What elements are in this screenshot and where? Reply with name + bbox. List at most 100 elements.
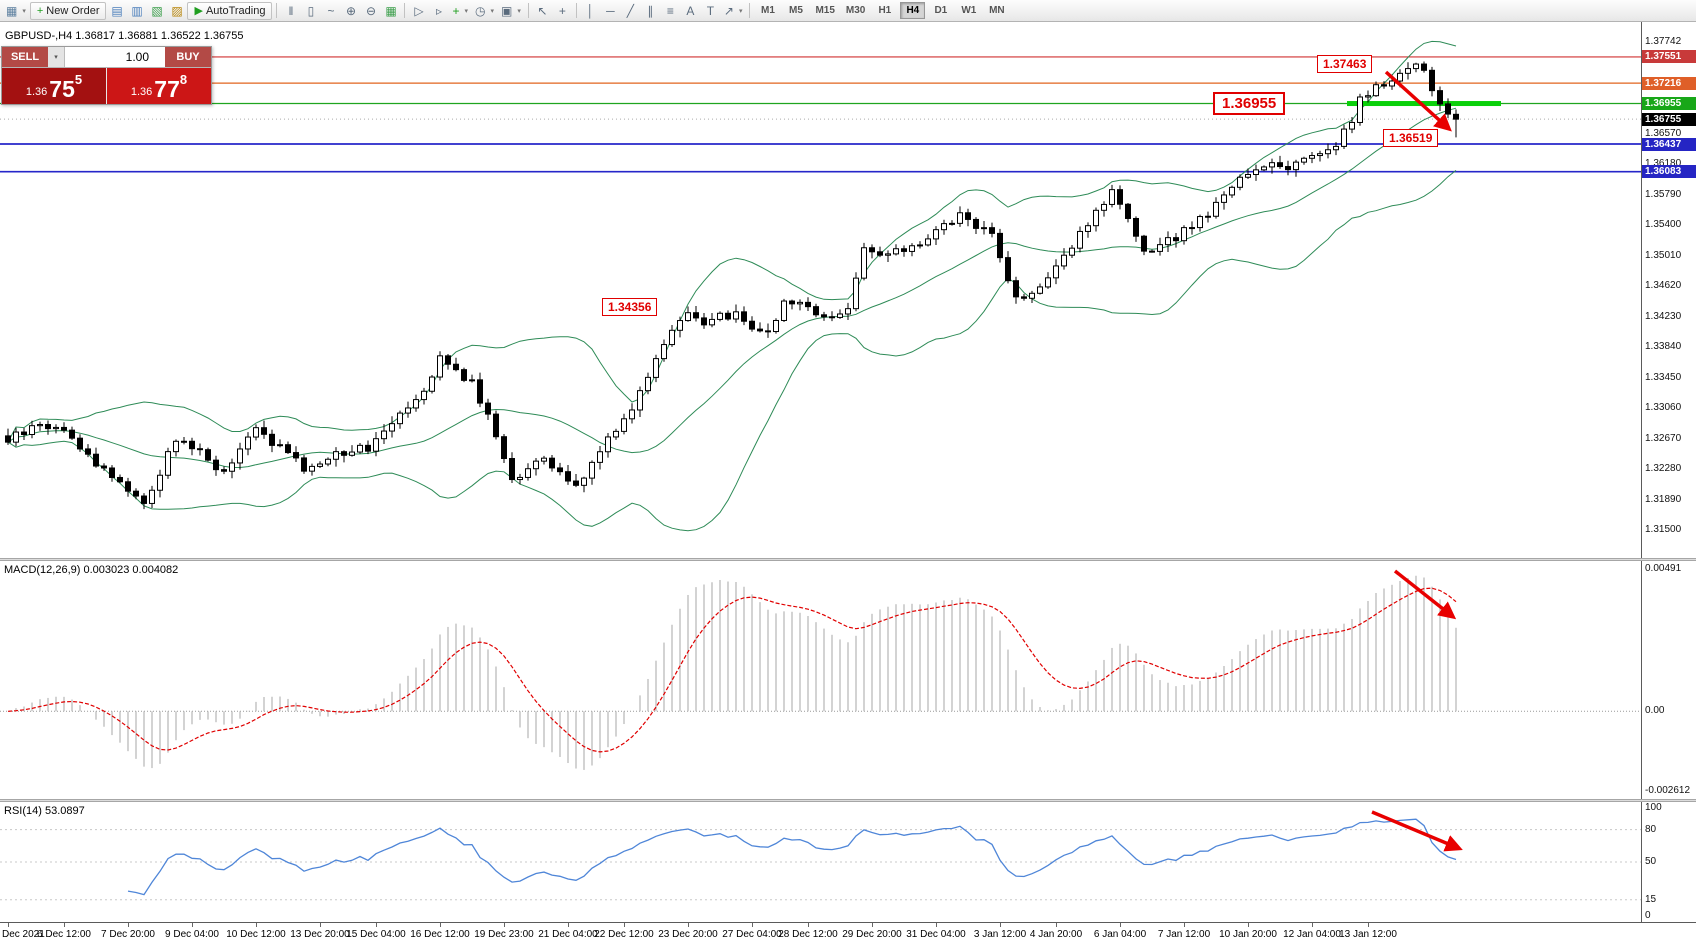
- price-annotation[interactable]: 1.34356: [602, 298, 658, 316]
- one-click-trading-panel: SELL ▾ BUY 1.36 75 5 1.36 77 8: [1, 46, 212, 105]
- cursor-button[interactable]: ↖: [533, 2, 552, 20]
- bollinger-lower-band: [7, 170, 1457, 532]
- time-axis-label: 3 Jan 12:00: [973, 929, 1027, 940]
- horizontal-line-button[interactable]: ─: [601, 2, 620, 20]
- timeframe-m30[interactable]: M30: [845, 5, 866, 16]
- price-tick-label: 1.33840: [1645, 341, 1682, 353]
- timeframe-h1[interactable]: H1: [878, 5, 892, 16]
- macd-scale-label: -0.002612: [1645, 785, 1691, 796]
- time-tick: [1056, 923, 1057, 927]
- time-axis-label: 7 Dec 20:00: [101, 929, 155, 940]
- time-tick: [8, 923, 9, 927]
- time-tick: [256, 923, 257, 927]
- trendline-icon: ╱: [626, 3, 634, 18]
- time-tick: [440, 923, 441, 927]
- navigator-button[interactable]: ▨: [167, 2, 186, 20]
- rsi-label: RSI(14) 53.0897: [4, 805, 85, 817]
- line-chart-button[interactable]: ~: [321, 2, 340, 20]
- time-tick: [128, 923, 129, 927]
- text-button[interactable]: A: [681, 2, 700, 20]
- support-zone-bar[interactable]: [1347, 101, 1501, 107]
- price-annotation[interactable]: 1.36519: [1383, 129, 1439, 147]
- zoom-in-button[interactable]: ⊕: [341, 2, 360, 20]
- profiles-button[interactable]: ▥: [127, 2, 146, 20]
- panel-splitter[interactable]: [0, 799, 1696, 802]
- vertical-line-icon: │: [586, 3, 595, 18]
- market-watch-button[interactable]: ▧: [147, 2, 166, 20]
- red-down-arrow[interactable]: [1371, 810, 1463, 852]
- time-axis-label: 15 Dec 04:00: [346, 929, 406, 940]
- time-axis-label: 7 Jan 12:00: [1157, 929, 1211, 940]
- timeframe-m5[interactable]: M5: [789, 5, 803, 16]
- time-tick: [1184, 923, 1185, 927]
- rsi-line: [127, 818, 1457, 896]
- time-tick: [1248, 923, 1249, 927]
- rsi-indicator-panel[interactable]: [0, 802, 1641, 922]
- timeframe-m15[interactable]: M15: [815, 5, 835, 16]
- time-axis-label: 6 Dec 12:00: [37, 929, 91, 940]
- price-tick-label: 1.34230: [1645, 310, 1682, 322]
- templates-dropdown-icon: ▾: [517, 7, 521, 15]
- new-chart-dropdown-icon: ▾: [22, 7, 26, 15]
- crosshair-button[interactable]: +: [553, 2, 572, 20]
- order-type-dropdown-icon[interactable]: ▾: [48, 47, 65, 67]
- price-chart[interactable]: [0, 22, 1641, 558]
- buy-price-main: 77: [154, 76, 180, 102]
- timeframe-mn[interactable]: MN: [989, 5, 1005, 16]
- periods-button[interactable]: ◷ ▾: [472, 2, 497, 20]
- volume-input[interactable]: [65, 47, 165, 67]
- timeframe-w1[interactable]: W1: [961, 5, 977, 16]
- buy-button[interactable]: BUY: [165, 47, 211, 67]
- red-down-arrow[interactable]: [1384, 70, 1452, 132]
- trendline-button[interactable]: ╱: [621, 2, 640, 20]
- sell-button[interactable]: SELL: [2, 47, 48, 67]
- timeframe-d1[interactable]: D1: [934, 5, 948, 16]
- panel-splitter[interactable]: [0, 558, 1696, 561]
- toolbar-separator: [276, 3, 278, 18]
- fibonacci-button[interactable]: ≡: [661, 2, 680, 20]
- candlestick-chart-button[interactable]: ▯: [301, 2, 320, 20]
- bar-chart-button[interactable]: ‖: [281, 2, 300, 20]
- zoom-in-icon: ⊕: [345, 3, 357, 18]
- vertical-line-button[interactable]: │: [581, 2, 600, 20]
- price-tick-label: 1.36180: [1645, 158, 1682, 170]
- price-annotation[interactable]: 1.36955: [1213, 92, 1286, 115]
- tile-windows-button[interactable]: ▦: [381, 2, 400, 20]
- new-order-button[interactable]: + New Order: [29, 1, 107, 20]
- cursor-icon: ↖: [537, 3, 548, 18]
- time-axis-label: 6 Jan 04:00: [1093, 929, 1147, 940]
- bollinger-upper-band: [7, 40, 1457, 443]
- line-chart-icon: ~: [327, 3, 335, 18]
- zoom-out-icon: ⊖: [365, 3, 377, 18]
- charts-button[interactable]: ▤: [107, 2, 126, 20]
- arrows-tool-icon: ↗: [723, 3, 734, 18]
- macd-indicator-panel[interactable]: [0, 561, 1641, 799]
- chart-shift-button[interactable]: ▹: [429, 2, 448, 20]
- indicators-button[interactable]: + ▾: [449, 2, 471, 20]
- zoom-out-button[interactable]: ⊖: [361, 2, 380, 20]
- autotrading-label: AutoTrading: [205, 4, 266, 17]
- price-annotation[interactable]: 1.37463: [1317, 55, 1373, 73]
- level-price-label: 1.36437: [1642, 137, 1696, 151]
- equidistant-channel-button[interactable]: ∥: [641, 2, 660, 20]
- red-down-arrow[interactable]: [1393, 569, 1457, 620]
- price-tick-label: 1.35400: [1645, 219, 1682, 231]
- time-tick: [624, 923, 625, 927]
- timeframe-m1[interactable]: M1: [761, 5, 775, 16]
- sell-price-button[interactable]: 1.36 75 5: [2, 68, 107, 104]
- time-axis-label: 23 Dec 20:00: [658, 929, 718, 940]
- templates-button[interactable]: ▣ ▾: [498, 2, 524, 20]
- timeframe-h4[interactable]: H4: [900, 2, 926, 19]
- autotrading-icon: ▶: [194, 5, 203, 17]
- autotrading-button[interactable]: ▶ AutoTrading: [187, 1, 273, 20]
- time-tick: [936, 923, 937, 927]
- auto-scroll-button[interactable]: ▷: [409, 2, 428, 20]
- arrows-tool-button[interactable]: ↗ ▾: [721, 2, 746, 20]
- new-chart-button[interactable]: ▦ ▾: [3, 2, 29, 20]
- time-axis-label: 12 Jan 04:00: [1283, 929, 1341, 940]
- sell-price-pip: 5: [74, 72, 83, 87]
- text-label-button[interactable]: T: [701, 2, 720, 20]
- time-tick: [1120, 923, 1121, 927]
- buy-price-button[interactable]: 1.36 77 8: [107, 68, 211, 104]
- time-axis-label: 4 Jan 20:00: [1029, 929, 1083, 940]
